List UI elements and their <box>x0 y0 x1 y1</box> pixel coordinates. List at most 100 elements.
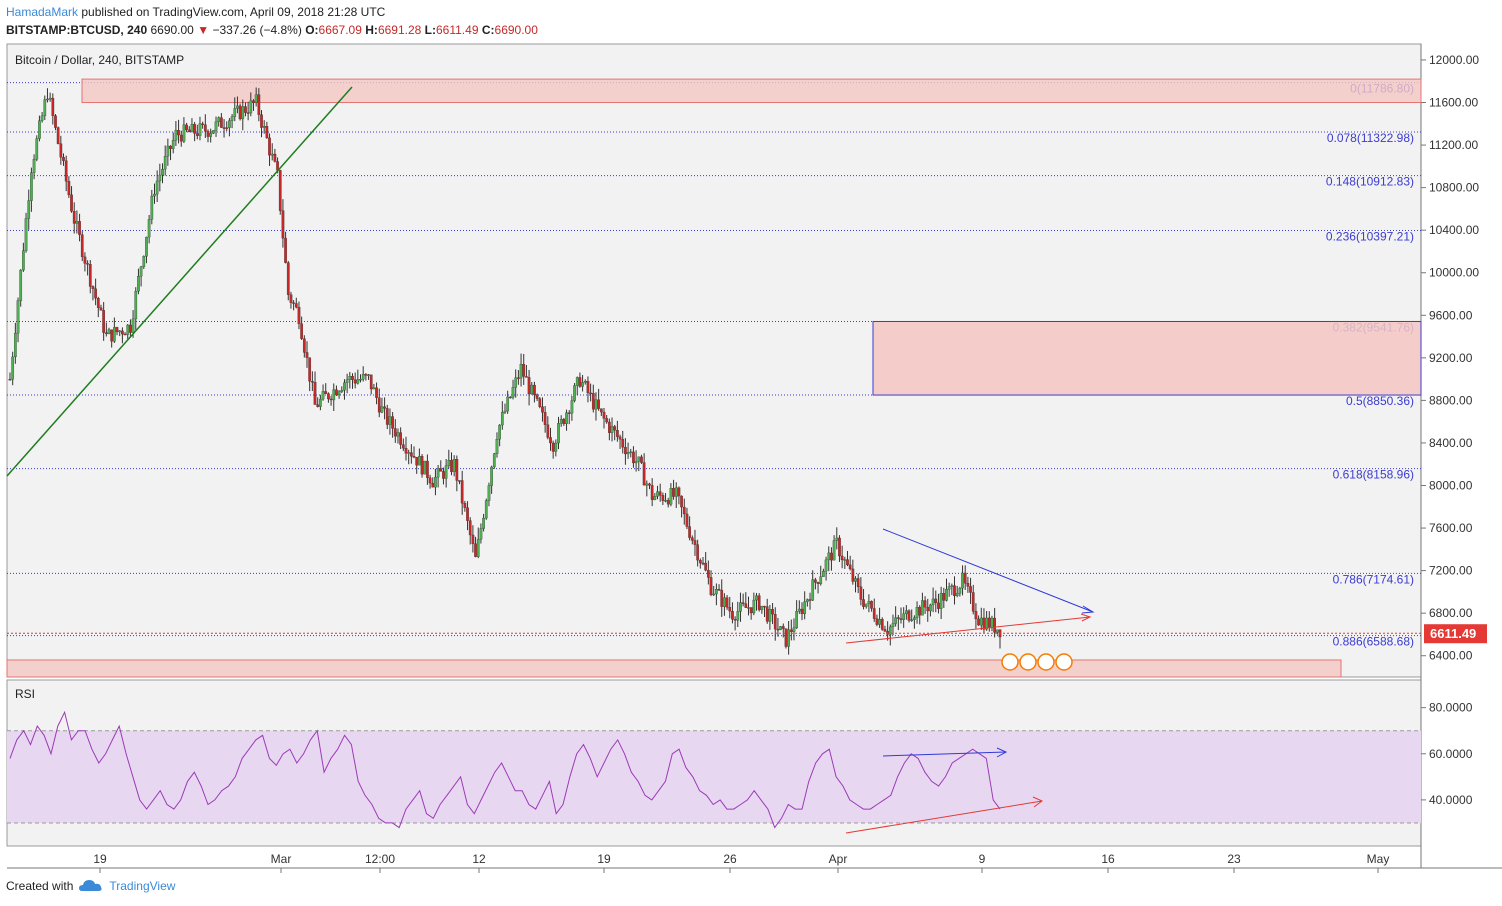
candle-down <box>428 477 432 484</box>
candle-up <box>803 601 807 615</box>
trendline-drawings[interactable] <box>6 86 1095 671</box>
candle-down <box>899 618 903 620</box>
candle-up <box>396 432 400 437</box>
candle-down <box>586 381 590 394</box>
candle-down <box>471 534 475 544</box>
candle-up <box>835 537 839 541</box>
candle-up <box>760 605 764 610</box>
candle-down <box>110 329 114 342</box>
candle-down <box>311 381 314 383</box>
candle-down <box>8 378 12 381</box>
candle-down <box>640 456 643 463</box>
close-value: 6690.00 <box>494 23 538 37</box>
candle-up <box>134 290 138 320</box>
tradingview-link[interactable]: TradingView <box>109 879 176 893</box>
candle-down <box>605 418 609 423</box>
candle-down <box>268 137 271 156</box>
candle-down <box>765 606 769 622</box>
candle-up <box>506 396 510 412</box>
candle-up <box>575 377 579 386</box>
high-value: 6691.28 <box>377 23 422 37</box>
candle-down <box>856 578 860 587</box>
candle-down <box>591 393 595 410</box>
candle-down <box>541 406 544 413</box>
economic-event-icon <box>1001 653 1019 671</box>
candle-up <box>739 602 742 612</box>
candle-up <box>482 517 485 529</box>
candle-down <box>308 357 312 382</box>
candle-down <box>608 421 611 433</box>
candle-up <box>24 218 28 251</box>
candle-down <box>546 424 550 438</box>
candle-up <box>198 123 202 136</box>
green-trendline <box>6 86 353 477</box>
candle-down <box>94 288 97 299</box>
close-label: C: <box>481 23 495 37</box>
candle-down <box>86 263 89 265</box>
price-tick-label: 7200.00 <box>1429 564 1473 578</box>
price-tick-label: 10800.00 <box>1429 181 1479 195</box>
fib-level-label: 0.618(8158.96) <box>1333 468 1414 482</box>
time-tick-label: Apr <box>829 852 848 866</box>
candle-up <box>795 611 798 629</box>
candle-down <box>781 626 785 629</box>
candle-up <box>46 98 49 101</box>
price-tick-label: 8000.00 <box>1429 479 1473 493</box>
candle-up <box>492 453 496 468</box>
last-price-tag <box>1424 624 1487 644</box>
rsi-red-arrowhead <box>1032 796 1043 808</box>
candle-up <box>142 256 146 267</box>
candle-down <box>551 442 555 452</box>
candle-up <box>434 476 437 488</box>
candle-up <box>418 456 421 466</box>
candle-up <box>637 456 641 462</box>
footer: Created with TradingView <box>6 879 175 893</box>
candle-down <box>260 114 263 128</box>
candle-up <box>254 94 258 103</box>
candle-down <box>364 374 368 376</box>
candle-down <box>597 399 600 409</box>
author-link[interactable]: HamadaMark <box>6 5 79 19</box>
candle-up <box>174 130 178 141</box>
candle-down <box>677 487 681 497</box>
chart-header: HamadaMark published on TradingView.com,… <box>6 3 538 39</box>
candle-down <box>977 618 980 626</box>
candle-up <box>945 589 948 601</box>
change-value: −337.26 (−4.8%) <box>212 23 302 37</box>
candle-down <box>926 606 930 612</box>
candle-up <box>530 384 534 395</box>
candle-up <box>712 593 716 596</box>
candle-down <box>56 127 60 144</box>
candle-up <box>902 613 906 620</box>
candle-down <box>680 495 683 508</box>
candle-down <box>688 526 691 538</box>
candle-up <box>626 452 630 455</box>
candle-up <box>888 626 892 635</box>
candle-up <box>995 629 999 633</box>
axes: 12000.00 11600.00 11200.00 10800.00 10400.00… <box>7 53 1487 873</box>
candle-up <box>664 500 667 502</box>
candle-down <box>757 595 761 610</box>
top-supply-zone <box>81 78 1422 104</box>
candle-up <box>14 332 17 358</box>
candle-down <box>281 210 285 239</box>
candle-up <box>319 398 322 407</box>
candle-down <box>872 608 876 619</box>
candle-up <box>792 627 796 632</box>
candle-down <box>177 130 180 136</box>
last-price: 6690.00 <box>150 23 194 37</box>
candle-up <box>559 419 563 424</box>
candle-up <box>487 485 491 501</box>
supply-demand-zones[interactable] <box>6 78 1422 678</box>
candle-down <box>776 628 780 631</box>
candle-down <box>463 503 467 508</box>
candle-down <box>222 127 226 129</box>
candle-down <box>918 607 922 616</box>
candle-up <box>557 423 560 444</box>
candle-down <box>289 294 293 303</box>
candle-down <box>618 436 622 440</box>
fib-level-label: 0.886(6588.68) <box>1333 635 1414 649</box>
candle-down <box>875 618 879 625</box>
candle-down <box>567 412 571 414</box>
